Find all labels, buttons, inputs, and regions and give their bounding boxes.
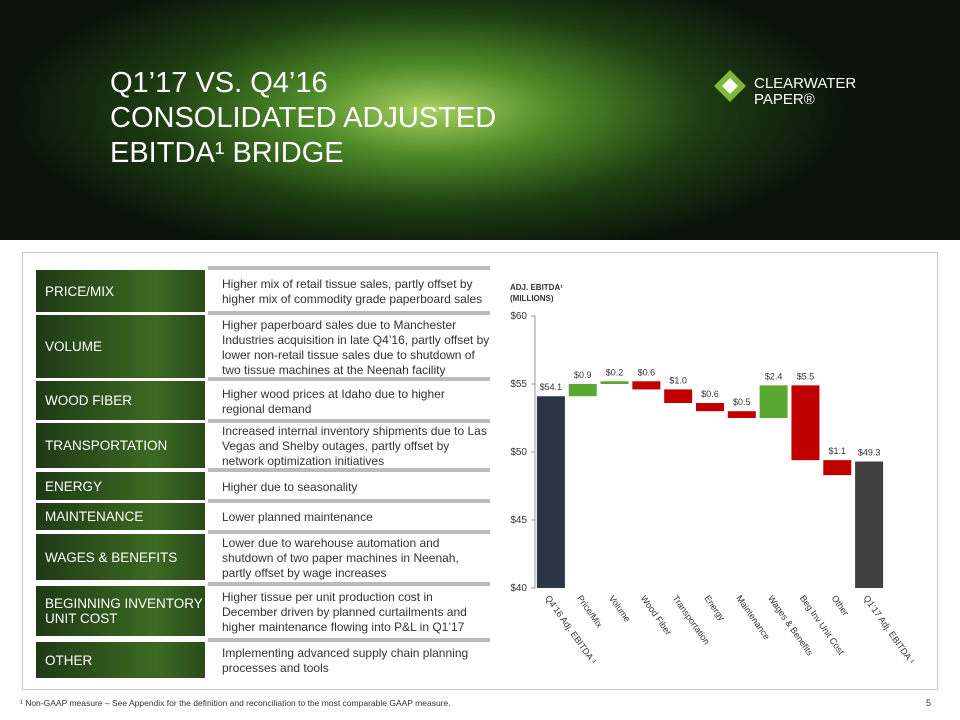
y-tick-label: $40	[510, 583, 527, 594]
y-tick-label: $45	[510, 515, 527, 526]
value-label: $1.0	[669, 375, 687, 385]
row-description: Increased internal inventory shipments d…	[208, 419, 490, 470]
row-label: VOLUME	[36, 315, 205, 378]
y-axis-title: (MILLIONS)	[510, 294, 554, 303]
row-description: Higher mix of retail tissue sales, partl…	[208, 266, 490, 314]
bar	[791, 385, 820, 461]
x-tick-label: Other	[830, 593, 851, 617]
row-label: TRANSPORTATION	[36, 423, 205, 468]
x-tick-label: Wood Fiber	[639, 593, 674, 637]
x-tick-label: Price/Mix	[575, 593, 605, 629]
row-label: WAGES & BENEFITS	[36, 534, 205, 580]
row-label: ENERGY	[36, 472, 205, 500]
title-line: CONSOLIDATED ADJUSTED	[110, 102, 497, 134]
bar	[664, 389, 693, 404]
bar	[727, 411, 756, 418]
bar	[632, 381, 661, 390]
value-label: $0.2	[606, 367, 624, 377]
chart: ADJ. EBITDA¹ (MILLIONS) $40 $45 $50 $55 $60 $54…	[510, 283, 916, 666]
x-tick-label: Q1’17 Adj. EBITDA ¹	[861, 593, 916, 666]
row-label: OTHER	[36, 642, 205, 678]
y-tick-label: $55	[510, 379, 527, 390]
bar	[855, 461, 884, 588]
value-label: $1.1	[829, 446, 847, 456]
row-description: Higher paperboard sales due to Mancheste…	[208, 311, 490, 380]
page-number: 5	[926, 698, 932, 708]
value-label: $0.5	[733, 397, 751, 407]
y-tick-label: $60	[510, 311, 527, 322]
row-description: Lower planned maintenance	[208, 499, 490, 532]
row-label: PRICE/MIX	[36, 270, 205, 312]
logo-text: PAPER®	[754, 91, 815, 108]
bar	[759, 385, 788, 418]
y-tick-label: $50	[510, 447, 527, 458]
x-tick-label: Maintenance	[734, 593, 772, 641]
bar	[600, 381, 629, 384]
footnote: ¹ Non-GAAP measure – See Appendix for th…	[20, 698, 451, 708]
bar	[696, 403, 724, 412]
row-description: Implementing advanced supply chain plann…	[208, 638, 490, 680]
row-description: Lower due to warehouse automation and sh…	[208, 530, 490, 582]
value-label: $54.1	[540, 382, 563, 392]
row-label: WOOD FIBER	[36, 381, 205, 420]
bar	[823, 460, 852, 476]
row-label: BEGINNING INVENTORY UNIT COST	[36, 586, 205, 636]
row-description: Higher tissue per unit production cost i…	[208, 582, 490, 638]
title-line: EBITDA¹ BRIDGE	[110, 137, 344, 169]
header-banner	[0, 0, 960, 240]
row-description: Higher due to seasonality	[208, 468, 490, 502]
logo: CLEARWATER PAPER®	[714, 70, 856, 108]
logo-text: CLEARWATER	[754, 75, 856, 92]
value-label: $0.6	[638, 367, 656, 377]
value-label: $0.9	[574, 370, 592, 380]
value-label: $2.4	[765, 371, 783, 381]
value-label: $5.5	[797, 371, 815, 381]
slide-title: Q1’17 VS. Q4’16 CONSOLIDATED ADJUSTED EB…	[110, 66, 496, 171]
row-label: MAINTENANCE	[36, 503, 205, 530]
title-line: Q1’17 VS. Q4’16	[110, 67, 328, 99]
x-tick-label: Volume	[607, 593, 632, 623]
content-panel	[22, 252, 938, 690]
bar	[568, 384, 597, 397]
bar	[536, 396, 565, 588]
value-label: $49.3	[858, 448, 881, 458]
row-description: Higher wood prices at Idaho due to highe…	[208, 377, 490, 422]
y-axis-title: ADJ. EBITDA¹	[510, 283, 563, 292]
value-label: $0.6	[701, 389, 719, 399]
x-tick-label: Energy	[702, 593, 727, 623]
